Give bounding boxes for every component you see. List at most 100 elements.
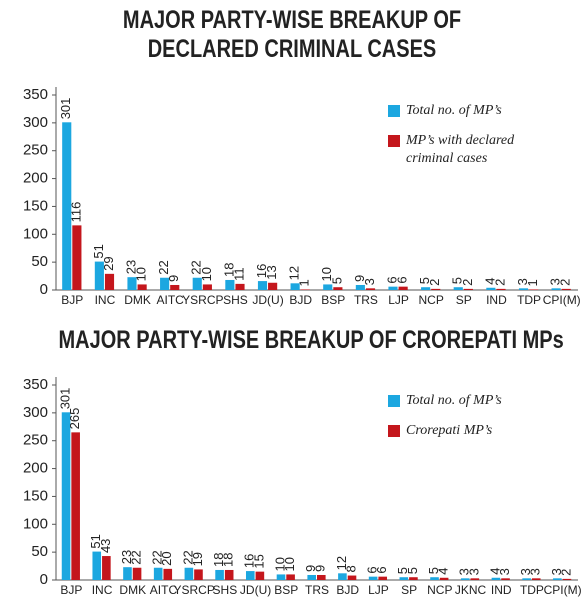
value-label: 5	[405, 567, 420, 574]
y-tick-label: 50	[31, 543, 48, 560]
bar	[317, 574, 326, 580]
x-tick-label: TRS	[354, 293, 378, 307]
bar	[225, 279, 235, 290]
legend-entry: Total no. of MP’s	[406, 103, 502, 118]
x-tick-label: CPI(M)	[543, 293, 581, 307]
value-label: 2	[558, 569, 573, 576]
value-label: 5	[417, 277, 432, 284]
x-tick-label: SHS	[213, 583, 238, 597]
value-label: 22	[150, 550, 165, 564]
bar	[453, 287, 463, 290]
bar	[137, 284, 147, 290]
x-tick-label: INC	[95, 293, 116, 307]
bar	[235, 283, 245, 290]
x-tick-label: IND	[491, 583, 512, 597]
value-label: 9	[303, 565, 318, 572]
value-label: 265	[67, 408, 82, 430]
bar	[421, 287, 431, 290]
bar	[163, 568, 173, 580]
value-label: 18	[221, 263, 236, 277]
x-tick-label: CPI(M)	[544, 583, 582, 597]
value-label: 20	[159, 551, 174, 565]
x-tick-label: JD(U)	[240, 583, 271, 597]
x-tick-label: DMK	[124, 293, 151, 307]
bar	[102, 556, 111, 580]
bar	[399, 577, 409, 580]
value-label: 16	[254, 264, 269, 278]
bar	[224, 569, 234, 580]
value-label: 29	[101, 256, 116, 270]
bar	[388, 286, 398, 290]
bar	[338, 573, 347, 580]
value-label: 10	[319, 267, 334, 281]
bar	[132, 567, 142, 580]
bar	[184, 567, 194, 580]
bar	[104, 273, 115, 290]
legend-swatch	[388, 135, 400, 147]
bar	[202, 284, 212, 290]
value-label: 3	[497, 568, 512, 575]
value-label: 22	[180, 550, 195, 564]
bar	[215, 569, 224, 580]
x-tick-label: JD(U)	[252, 293, 283, 307]
bar	[257, 281, 268, 290]
value-label: 23	[123, 260, 138, 274]
x-tick-label: NCP	[419, 293, 444, 307]
bar	[501, 578, 510, 580]
x-tick-label: JKNC	[455, 583, 487, 597]
value-label: 5	[329, 277, 344, 284]
bar	[170, 284, 180, 290]
bar	[409, 577, 418, 580]
bar	[300, 289, 310, 290]
bar	[62, 122, 72, 290]
value-label: 9	[313, 565, 328, 572]
legend-entry: Total no. of MP’s	[406, 393, 502, 408]
value-label: 10	[134, 267, 149, 281]
x-tick-label: BJD	[336, 583, 359, 597]
y-tick-label: 50	[31, 253, 48, 270]
value-label: 1	[525, 279, 540, 286]
bar	[245, 571, 255, 580]
y-tick-label: 350	[23, 376, 48, 393]
legend-swatch	[388, 395, 400, 407]
value-label: 18	[211, 553, 226, 567]
value-label: 4	[482, 278, 497, 285]
value-label: 6	[365, 566, 380, 573]
x-tick-label: YSRCP	[174, 583, 215, 597]
bar	[531, 578, 541, 580]
value-label: 3	[518, 568, 533, 575]
value-label: 10	[282, 557, 297, 571]
x-tick-label: BSP	[274, 583, 298, 597]
value-label: 51	[91, 244, 106, 258]
x-tick-label: BJP	[61, 293, 83, 307]
bar	[307, 574, 316, 580]
x-tick-label: BSP	[321, 293, 345, 307]
bar	[94, 261, 104, 290]
value-label: 19	[190, 552, 205, 566]
bar	[160, 277, 170, 290]
bar	[529, 289, 539, 290]
value-label: 8	[343, 565, 358, 572]
value-label: 43	[98, 539, 113, 553]
value-label: 3	[466, 568, 481, 575]
legend-label: Total no. of MP’s	[406, 103, 502, 118]
value-label: 5	[450, 277, 465, 284]
value-label: 10	[272, 557, 287, 571]
value-label: 3	[362, 278, 377, 285]
value-label: 23	[119, 550, 134, 564]
value-label: 12	[334, 556, 349, 570]
y-tick-label: 100	[23, 225, 48, 242]
value-label: 5	[395, 567, 410, 574]
x-tick-label: AITC	[150, 583, 178, 597]
bar	[439, 577, 449, 580]
bar	[92, 551, 102, 580]
bar	[268, 282, 278, 290]
value-label: 10	[199, 267, 214, 281]
y-tick-label: 150	[23, 197, 48, 214]
value-label: 13	[264, 265, 279, 279]
bar	[518, 288, 529, 290]
y-tick-label: 250	[23, 432, 48, 449]
value-label: 2	[492, 279, 507, 286]
value-label: 3	[457, 568, 472, 575]
y-tick-label: 300	[23, 114, 48, 131]
